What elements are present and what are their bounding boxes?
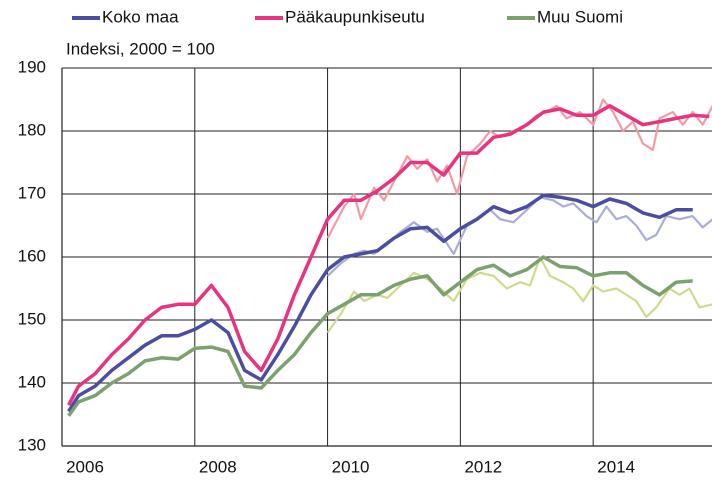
y-tick-label: 170 xyxy=(18,183,46,202)
y-tick-label: 150 xyxy=(18,309,46,328)
series-line xyxy=(67,104,710,406)
x-tick-label: 2010 xyxy=(332,457,370,476)
y-tick-label: 140 xyxy=(18,372,46,391)
legend-label: Koko maa xyxy=(102,7,179,26)
series-line xyxy=(67,255,693,417)
x-tick-label: 2006 xyxy=(66,457,104,476)
x-tick-label: 2012 xyxy=(464,457,502,476)
series-line xyxy=(67,193,693,413)
x-tick-label: 2008 xyxy=(199,457,237,476)
y-tick-label: 130 xyxy=(18,435,46,454)
legend-label: Pääkaupunkiseutu xyxy=(285,7,425,26)
x-tick-label: 2014 xyxy=(597,457,635,476)
y-tick-label: 160 xyxy=(18,246,46,265)
raw-line xyxy=(326,255,712,334)
chart-subtitle: Indeksi, 2000 = 100 xyxy=(66,39,215,58)
y-tick-label: 180 xyxy=(18,120,46,139)
y-tick-label: 190 xyxy=(18,57,46,76)
legend-label: Muu Suomi xyxy=(537,7,623,26)
